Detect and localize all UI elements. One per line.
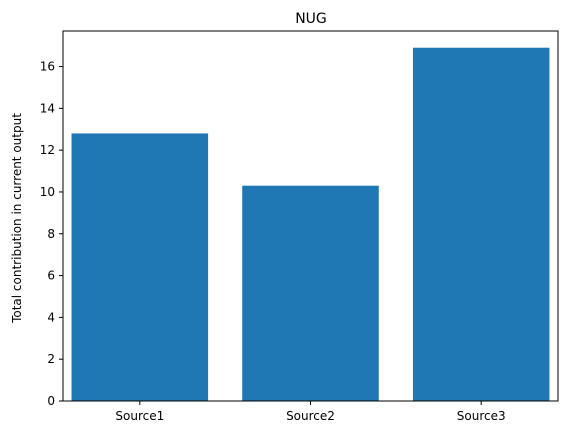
bar-source1 xyxy=(71,133,209,401)
y-tick-label: 12 xyxy=(40,143,55,157)
y-tick-label: 4 xyxy=(47,310,55,324)
y-tick-label: 10 xyxy=(40,185,55,199)
x-tick-label: Source3 xyxy=(457,409,506,423)
chart-title: NUG xyxy=(295,11,327,27)
ticks-layer: Source1 Source2 Source3 0 2 4 6 8 10 12 14 16 xyxy=(40,60,506,423)
y-tick-label: 2 xyxy=(47,352,55,366)
bars-layer xyxy=(71,47,550,401)
bar-source3 xyxy=(412,47,550,401)
x-tick-label: Source2 xyxy=(286,409,335,423)
y-tick-label: 6 xyxy=(47,269,55,283)
y-tick-label: 16 xyxy=(40,60,55,74)
y-axis-title: Total contribution in current output xyxy=(10,113,24,324)
x-tick-label: Source1 xyxy=(115,409,164,423)
y-tick-label: 8 xyxy=(47,227,55,241)
y-tick-label: 14 xyxy=(40,101,55,115)
bar-source2 xyxy=(242,185,379,401)
y-tick-label: 0 xyxy=(47,394,55,408)
